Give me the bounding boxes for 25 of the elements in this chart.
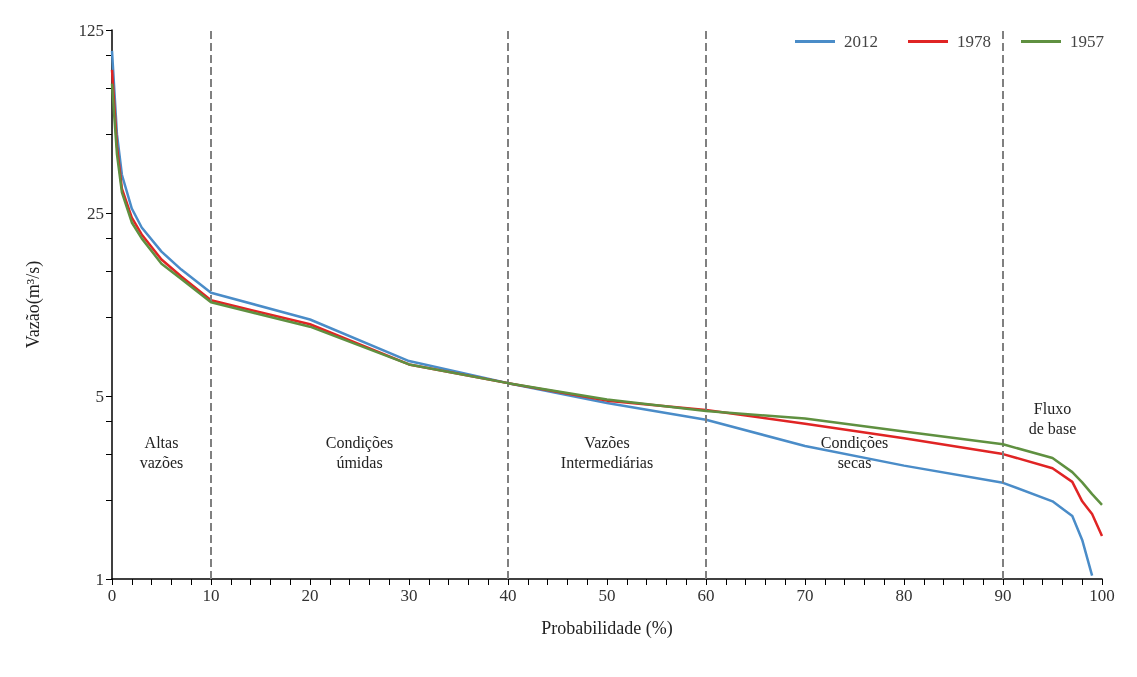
x-tick-label: 70: [796, 586, 814, 605]
x-tick-label: 90: [994, 586, 1012, 605]
annotation: Condições secas: [820, 433, 889, 471]
x-tick-label: 60: [697, 586, 715, 605]
x-tick-label: 20: [301, 586, 319, 605]
x-tick-label: 40: [499, 586, 517, 605]
annotation: Condições úmidas: [325, 433, 394, 471]
annotation: Fluxo de base: [1028, 399, 1077, 437]
legend-label: 1978: [957, 32, 991, 51]
x-tick-label: 80: [895, 586, 913, 605]
legend-label: 2012: [844, 32, 878, 51]
x-tick-label: 50: [598, 586, 616, 605]
y-tick-label: 125: [78, 20, 104, 40]
y-axis-title: Vazão(m³/s): [23, 260, 44, 349]
x-axis-title: Probabilidade (%): [541, 618, 673, 639]
x-tick-label: 0: [107, 586, 117, 605]
x-tick-label: 10: [202, 586, 220, 605]
x-tick-label: 100: [1089, 586, 1115, 605]
y-tick-label: 5: [95, 386, 104, 406]
x-tick-label: 30: [400, 586, 418, 605]
y-tick-label: 1: [95, 569, 104, 589]
annotation: Vazões Intermediárias: [560, 433, 654, 471]
legend-label: 1957: [1070, 32, 1105, 51]
y-tick-label: 25: [87, 203, 104, 223]
annotation: Altas vazões: [139, 433, 184, 471]
